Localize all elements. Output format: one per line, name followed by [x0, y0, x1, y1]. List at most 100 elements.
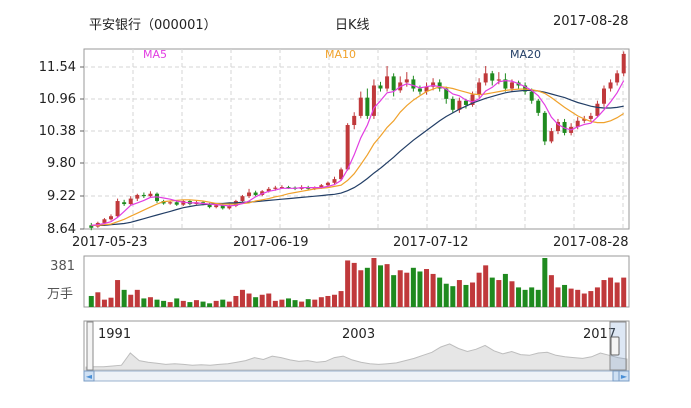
volume-bar	[397, 270, 403, 307]
candle-body	[207, 204, 212, 208]
volume-bar	[443, 283, 449, 307]
volume-bar	[522, 289, 528, 307]
volume-bar	[358, 270, 364, 307]
volume-bar	[259, 294, 265, 307]
candle-body	[378, 85, 383, 89]
legend-ma5: MA5	[143, 48, 167, 61]
candle-body	[227, 205, 232, 209]
candle-body	[122, 202, 127, 205]
candle-body	[477, 82, 482, 95]
volume-bar	[391, 275, 397, 307]
volume-bar	[305, 299, 311, 307]
volume-bar	[535, 289, 541, 307]
candle-body	[240, 196, 245, 202]
volume-bar	[266, 293, 272, 307]
volume-bar	[548, 275, 554, 307]
scroll-left-button[interactable]	[83, 370, 95, 382]
legend-ma20: MA20	[510, 48, 541, 61]
date-axis-label: 2017-07-12	[393, 235, 469, 250]
volume-bar	[437, 277, 443, 307]
volume-bar	[588, 291, 594, 307]
volume-bar	[450, 286, 456, 307]
volume-bar	[608, 277, 614, 307]
volume-bar	[345, 260, 351, 307]
candle-body	[555, 121, 560, 132]
candle-body	[496, 79, 501, 81]
volume-bar	[430, 273, 436, 307]
volume-bar	[279, 299, 285, 307]
volume-bar	[502, 273, 508, 307]
candle-body	[135, 194, 140, 199]
volume-bar	[312, 299, 318, 307]
navigator-scrollbar-track[interactable]	[83, 370, 630, 382]
volume-bar	[404, 272, 410, 307]
candle-body	[181, 201, 186, 205]
candle-body	[444, 88, 449, 99]
candle-body	[588, 115, 593, 119]
volume-bar	[463, 284, 469, 307]
scroll-left-arrow-icon: ◄	[86, 372, 93, 381]
volume-bar	[594, 287, 600, 307]
candle-body	[220, 205, 225, 209]
candle-body	[621, 53, 626, 74]
volume-bar	[378, 265, 384, 307]
volume-bar	[555, 287, 561, 307]
candle-body	[615, 73, 620, 83]
price-axis-label: 10.96	[39, 92, 76, 107]
volume-unit-label: 万手	[47, 287, 73, 302]
navigator-range-handle[interactable]	[610, 336, 620, 356]
volume-bar	[88, 295, 94, 307]
volume-bar	[338, 291, 344, 307]
volume-bar	[470, 282, 476, 307]
candle-body	[595, 103, 600, 116]
volume-bar	[299, 301, 305, 307]
volume-bar	[272, 300, 278, 307]
volume-bar	[568, 288, 574, 307]
volume-bar	[285, 298, 291, 307]
candle-body	[601, 88, 606, 104]
volume-bar	[456, 280, 462, 307]
candle-body	[168, 202, 173, 204]
candle-body	[214, 205, 219, 208]
volume-bar	[509, 281, 515, 307]
scrollbar-thumb[interactable]	[612, 370, 620, 382]
date-axis-label: 2017-08-28	[553, 235, 629, 250]
volume-bar	[562, 284, 568, 307]
volume-max-label: 381	[50, 259, 75, 274]
volume-bar	[161, 300, 167, 307]
price-axis-label: 9.80	[47, 156, 76, 171]
ma5-line	[91, 79, 625, 226]
price-plot-frame	[83, 48, 630, 230]
candle-body	[128, 198, 133, 205]
candle-body	[450, 98, 455, 110]
scroll-right-arrow-icon: ►	[621, 372, 628, 381]
date-axis-label: 2017-05-23	[72, 235, 148, 250]
price-axis-label: 11.54	[39, 60, 76, 75]
candle-body	[332, 179, 337, 183]
navigator-year-label: 2003	[342, 327, 375, 342]
price-axis-label: 9.22	[47, 189, 76, 204]
volume-bar	[496, 280, 502, 307]
ma10-line	[91, 86, 625, 226]
navigator-left-grip[interactable]	[86, 321, 94, 371]
volume-bar	[364, 267, 370, 307]
volume-bar	[417, 271, 423, 307]
candle-body	[247, 192, 252, 197]
price-axis-label: 8.64	[47, 222, 76, 237]
navigator-year-label: 2017	[583, 327, 616, 342]
header-date: 2017-08-28	[553, 14, 629, 29]
volume-bar	[141, 298, 147, 307]
candle-body	[391, 76, 396, 91]
volume-bar	[180, 300, 186, 307]
candle-body	[385, 76, 390, 89]
volume-bar	[246, 293, 252, 307]
volume-bar	[483, 265, 489, 307]
scroll-right-button[interactable]	[618, 370, 630, 382]
candle-body	[325, 182, 330, 186]
candle-body	[102, 219, 107, 223]
volume-bar	[167, 302, 173, 307]
volume-bar	[226, 301, 232, 307]
volume-bar	[174, 298, 180, 307]
volume-bar	[95, 292, 101, 307]
